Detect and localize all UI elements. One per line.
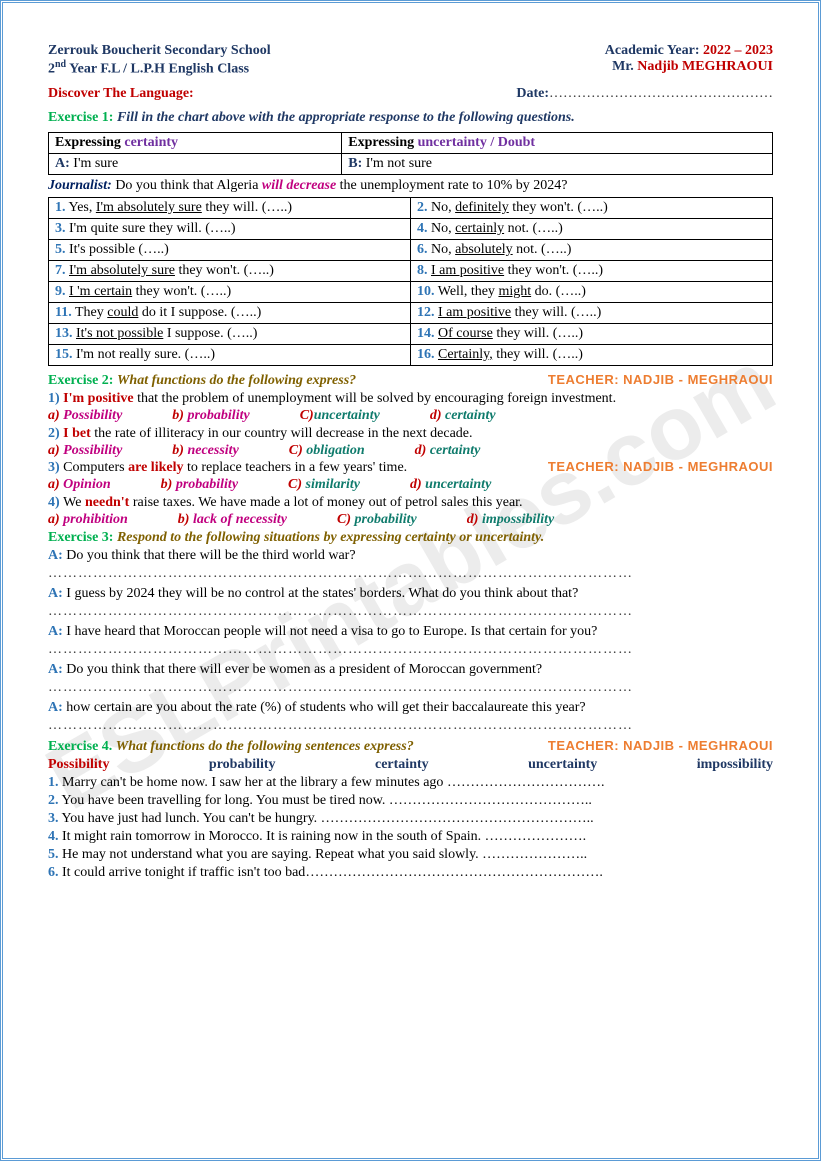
response-cell: 2. No, definitely they won't. (…..) [411,197,773,218]
response-cell: 14. Of course they will. (…..) [411,323,773,344]
response-cell: 16. Certainly, they will. (…..) [411,344,773,365]
answer-line: ……………………………………………………………………………………………………… [48,680,773,696]
ex3-prompt: A: how certain are you about the rate (%… [48,700,773,716]
ex2-question: 2) I bet the rate of illiteracy in our c… [48,426,773,442]
response-cell: 10. Well, they might do. (…..) [411,281,773,302]
class-name: 2nd Year F.L / L.P.H English Class [48,59,249,78]
cell-a: A: I'm sure [49,153,342,174]
exercise-2-header: Exercise 2: What functions do the follow… [48,372,773,389]
response-cell: 5. It's possible (…..) [49,239,411,260]
ex3-prompt: A: I have heard that Moroccan people wil… [48,624,773,640]
response-cell: 3. I'm quite sure they will. (…..) [49,218,411,239]
date: Date:………………………………………… [516,86,773,102]
header-line-2: 2nd Year F.L / L.P.H English Class Mr. N… [48,59,773,78]
response-cell: 9. I 'm certain they won't. (…..) [49,281,411,302]
th-uncertainty: Expressing uncertainty / Doubt [342,132,773,153]
discover-label: Discover The Language: [48,86,194,102]
teacher-stamp: TEACHER: NADJIB - MEGHRAOUI [548,372,773,387]
response-cell: 1. Yes, I'm absolutely sure they will. (… [49,197,411,218]
exercise-1-title: Exercise 1: Fill in the chart above with… [48,110,773,126]
teacher-stamp: TEACHER: NADJIB - MEGHRAOUI [548,738,773,753]
response-cell: 7. I'm absolutely sure they won't. (…..) [49,260,411,281]
response-cell: 11. They could do it I suppose. (…..) [49,302,411,323]
responses-table: 1. Yes, I'm absolutely sure they will. (… [48,197,773,366]
response-cell: 13. It's not possible I suppose. (…..) [49,323,411,344]
header-line-1: Zerrouk Boucherit Secondary School Acade… [48,43,773,59]
ex3-prompt: A: I guess by 2024 they will be no contr… [48,586,773,602]
th-certainty: Expressing certainty [49,132,342,153]
ex2-question: 4) We needn't raise taxes. We have made … [48,495,773,511]
ex4-item: 1. Marry can't be home now. I saw her at… [48,775,773,791]
ex4-item: 3. You have just had lunch. You can't be… [48,811,773,827]
response-cell: 4. No, certainly not. (…..) [411,218,773,239]
exercise-4-header: Exercise 4. What functions do the follow… [48,738,773,755]
discover-row: Discover The Language: Date:………………………………… [48,86,773,102]
ex4-item: 2. You have been travelling for long. Yo… [48,793,773,809]
response-cell: 6. No, absolutely not. (…..) [411,239,773,260]
exercise-4-body: 1. Marry can't be home now. I saw her at… [48,775,773,881]
answer-line: ……………………………………………………………………………………………………… [48,604,773,620]
ex4-item: 4. It might rain tomorrow in Morocco. It… [48,829,773,845]
certainty-chart: Expressing certainty Expressing uncertai… [48,132,773,175]
response-cell: 12. I am positive they will. (…..) [411,302,773,323]
answer-line: ……………………………………………………………………………………………………… [48,718,773,734]
teacher: Mr. Nadjib MEGHRAOUI [612,59,773,78]
school-name: Zerrouk Boucherit Secondary School [48,43,271,59]
cell-b: B: I'm not sure [342,153,773,174]
content: Zerrouk Boucherit Secondary School Acade… [48,43,773,881]
academic-year: Academic Year: 2022 – 2023 [605,43,773,59]
ex4-functions: Possibility probability certainty uncert… [48,757,773,773]
answer-line: ……………………………………………………………………………………………………… [48,642,773,658]
answer-line: ……………………………………………………………………………………………………… [48,566,773,582]
ex2-options: a) prohibitionb) lack of necessityC) pro… [48,512,773,528]
ex2-options: a) Possibilityb) probabilityC)uncertaint… [48,408,773,424]
ex2-options: a) Possibilityb) necessityC) obligationd… [48,443,773,459]
ex2-question: 1) I'm positive that the problem of unem… [48,391,773,407]
exercise-3-body: A: Do you think that there will be the t… [48,548,773,734]
ex4-item: 5. He may not understand what you are sa… [48,847,773,863]
response-cell: 8. I am positive they won't. (…..) [411,260,773,281]
journalist-question: Journalist: Do you think that Algeria wi… [48,178,773,194]
ex3-prompt: A: Do you think that there will be the t… [48,548,773,564]
page: ESLPrintables.com Zerrouk Boucherit Seco… [0,0,821,1161]
exercise-2-body: 1) I'm positive that the problem of unem… [48,391,773,528]
exercise-3-title: Exercise 3: Respond to the following sit… [48,530,773,546]
ex4-item: 6. It could arrive tonight if traffic is… [48,865,773,881]
response-cell: 15. I'm not really sure. (…..) [49,344,411,365]
ex2-options: a) Opinionb) probabilityC) similarityd) … [48,477,773,493]
ex3-prompt: A: Do you think that there will ever be … [48,662,773,678]
